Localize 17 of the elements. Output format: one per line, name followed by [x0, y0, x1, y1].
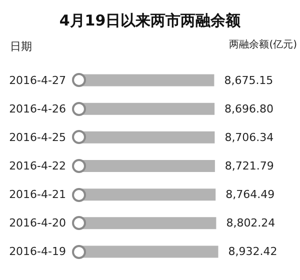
y-tick-label: 2016-4-27	[9, 74, 66, 87]
data-label: 8,696.80	[224, 102, 274, 116]
y-tick-label: 2016-4-21	[9, 188, 66, 202]
data-label: 8,764.49	[226, 188, 275, 202]
data-label: 8,932.42	[228, 245, 278, 258]
x-axis-title: 两融余额(亿元)	[229, 38, 298, 50]
data-label: 8,675.15	[224, 74, 274, 87]
y-tick-label: 2016-4-26	[9, 102, 66, 116]
y-tick-label: 2016-4-25	[9, 130, 66, 144]
y-tick-label: 2016-4-20	[9, 216, 66, 230]
y-tick-label: 2016-4-22	[9, 160, 66, 172]
data-label: 8,706.34	[224, 130, 274, 144]
data-label: 8,721.79	[224, 160, 274, 172]
chart-title: 4月19日以来两市两融余额	[59, 12, 242, 30]
y-tick-label: 2016-4-19	[9, 245, 66, 258]
data-label: 8,802.24	[226, 216, 276, 230]
y-axis-title: 日期	[10, 40, 32, 53]
